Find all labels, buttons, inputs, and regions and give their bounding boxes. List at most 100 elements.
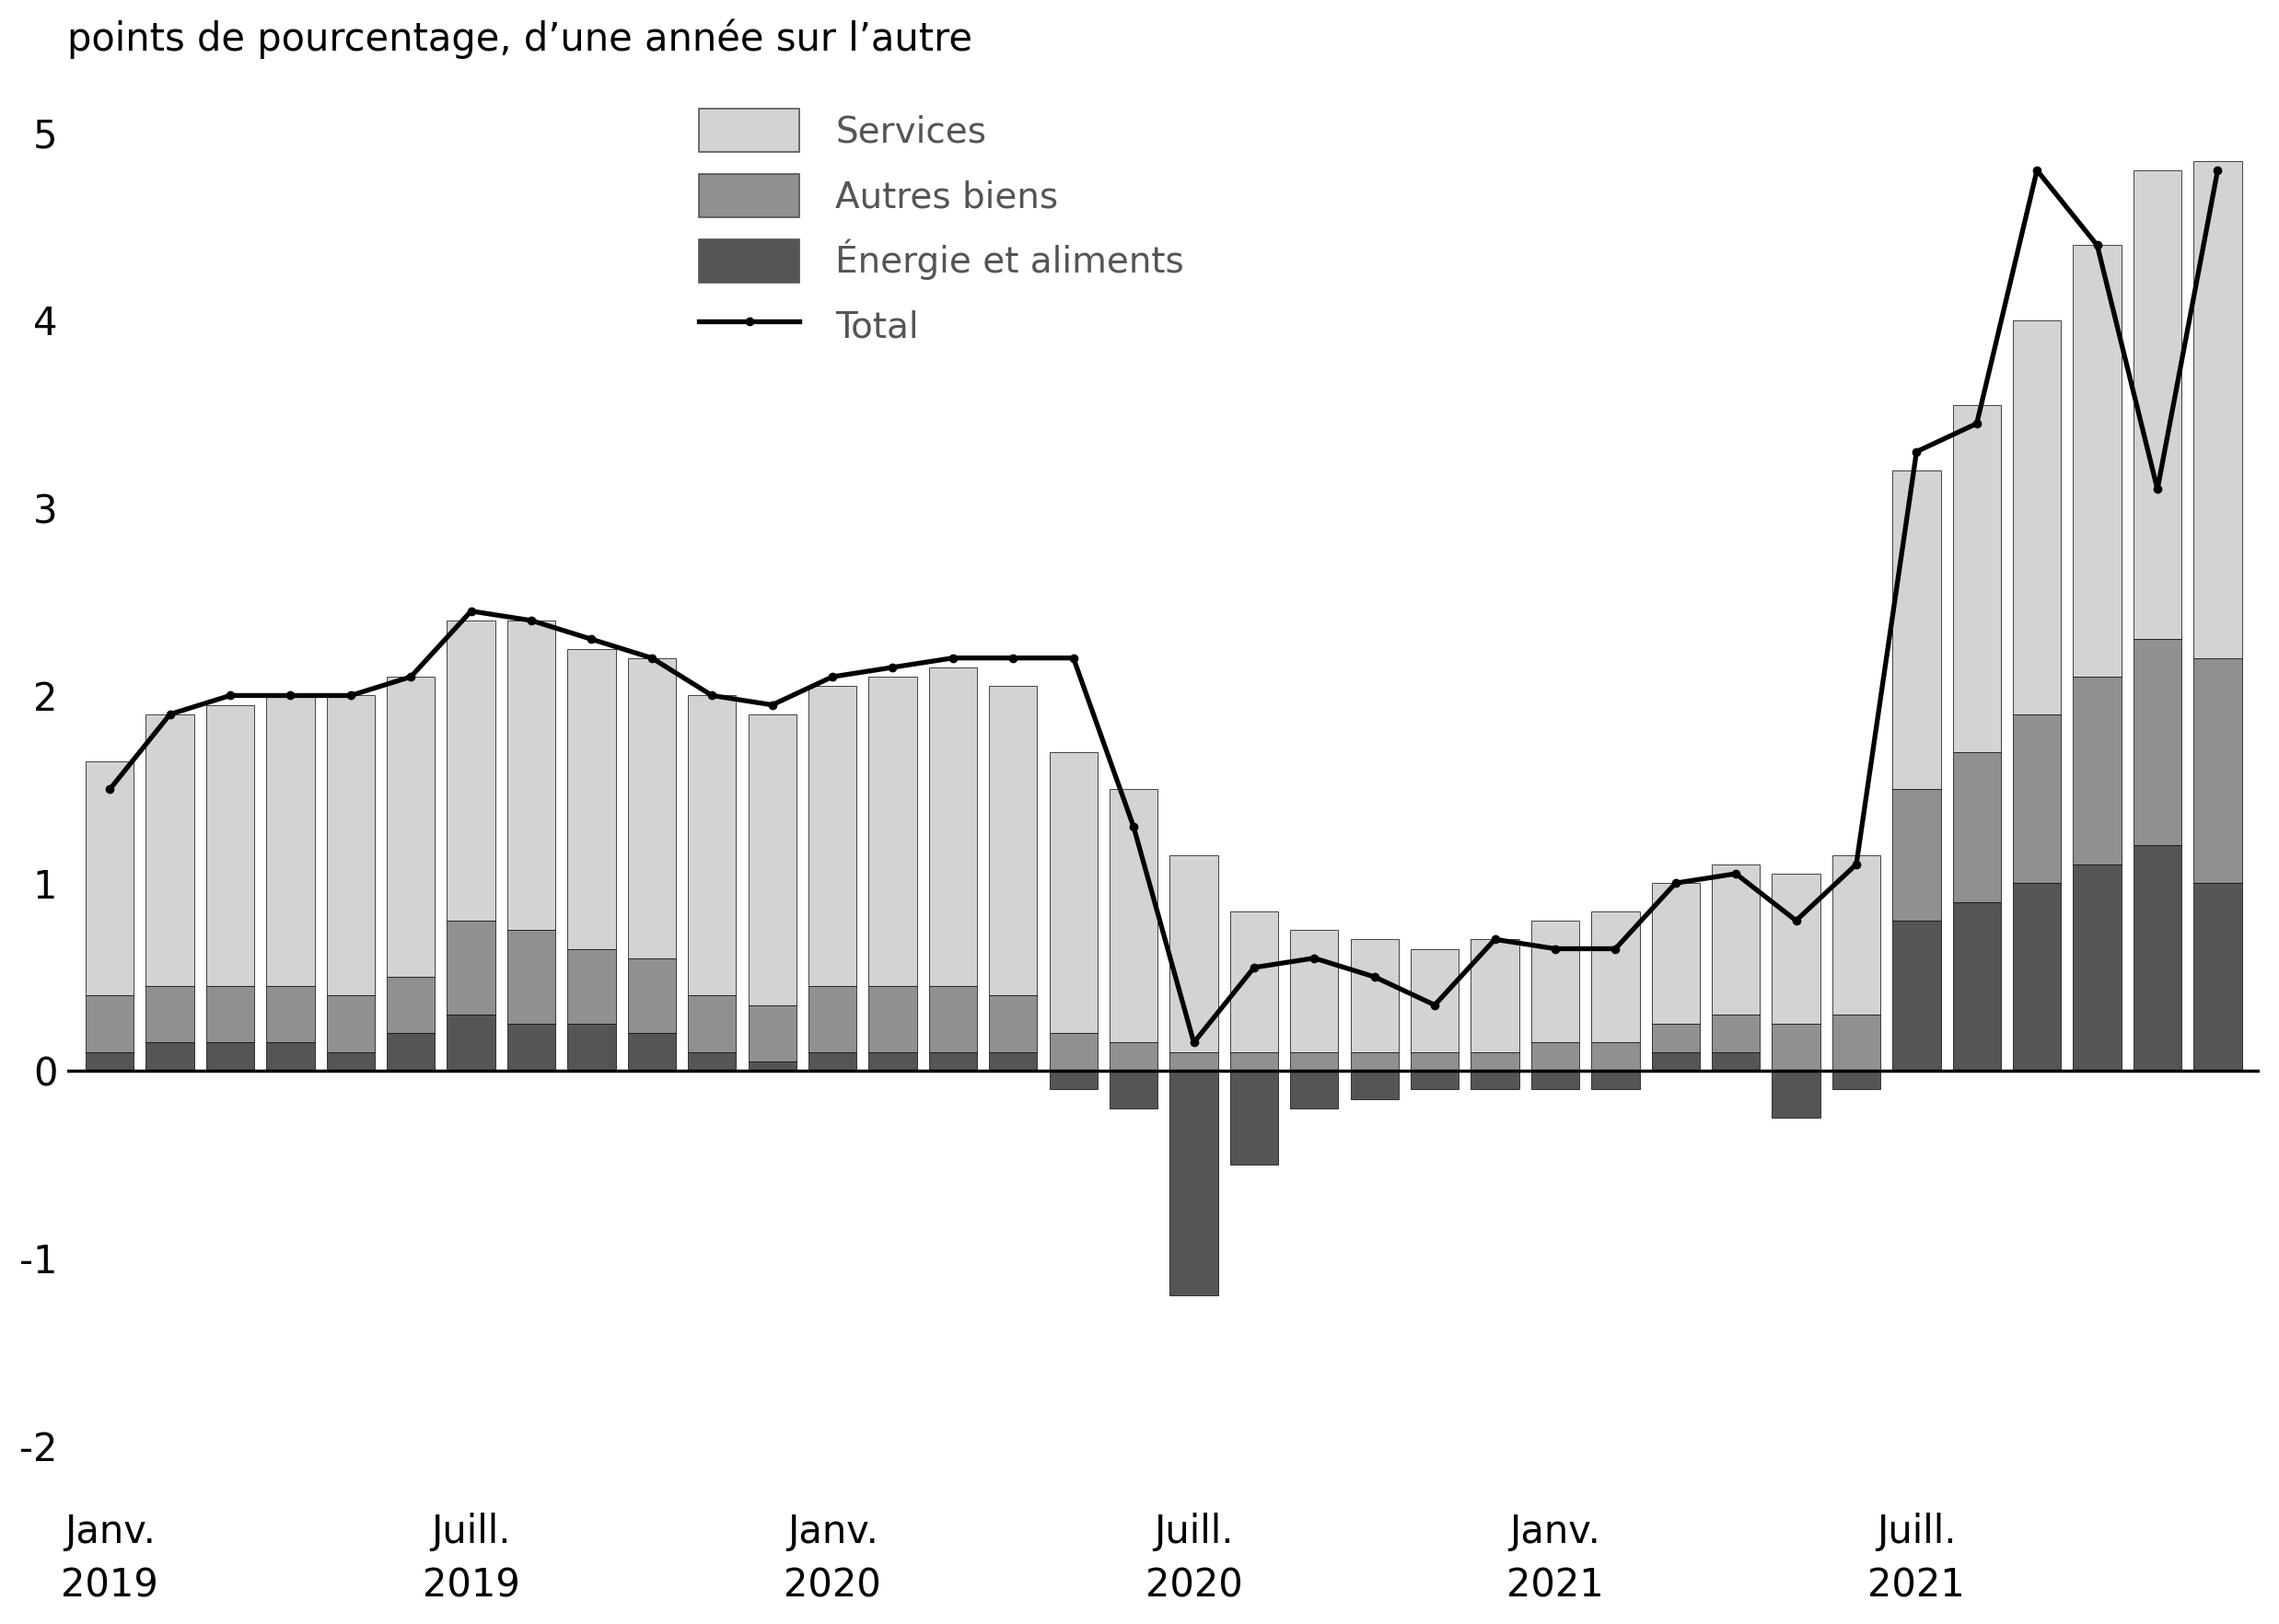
Bar (267, 695, 315, 986)
Bar (1110, 1070, 1158, 1108)
Bar (1110, 789, 1158, 1043)
Bar (2074, 677, 2122, 864)
Bar (1470, 1052, 1520, 1070)
Bar (387, 677, 435, 978)
Bar (627, 658, 677, 958)
Bar (1351, 939, 1399, 1052)
Bar (1470, 1070, 1520, 1090)
Bar (1169, 854, 1217, 1052)
Bar (2012, 320, 2060, 715)
Bar (1110, 1043, 1158, 1070)
Bar (688, 1052, 736, 1070)
Bar (2012, 883, 2060, 1070)
Bar (1832, 1015, 1880, 1070)
Bar (87, 996, 134, 1052)
Bar (2133, 846, 2181, 1070)
Bar (267, 986, 315, 1043)
Bar (748, 1060, 795, 1070)
Bar (205, 1043, 255, 1070)
Bar (1351, 1070, 1399, 1099)
Bar (567, 648, 615, 948)
Bar (87, 762, 134, 996)
Bar (1048, 1070, 1098, 1090)
Bar (2074, 245, 2122, 677)
Bar (508, 931, 556, 1023)
Bar (748, 1005, 795, 1060)
Bar (567, 1023, 615, 1070)
Bar (688, 695, 736, 996)
Bar (1892, 921, 1942, 1070)
Bar (748, 715, 795, 1005)
Bar (146, 715, 194, 986)
Bar (326, 695, 374, 996)
Bar (1953, 404, 2001, 752)
Bar (2195, 161, 2243, 658)
Bar (930, 1052, 978, 1070)
Bar (447, 620, 495, 921)
Bar (930, 667, 978, 986)
Text: points de pourcentage, d’une année sur l’autre: points de pourcentage, d’une année sur l… (68, 19, 973, 58)
Bar (1712, 1015, 1759, 1052)
Bar (1773, 1070, 1821, 1117)
Bar (1953, 901, 2001, 1070)
Bar (1652, 883, 1700, 1023)
Bar (87, 1052, 134, 1070)
Bar (930, 986, 978, 1052)
Bar (627, 958, 677, 1033)
Bar (989, 1052, 1037, 1070)
Bar (447, 1015, 495, 1070)
Bar (1531, 921, 1579, 1043)
Bar (2012, 715, 2060, 883)
Bar (1531, 1043, 1579, 1070)
Bar (1231, 911, 1279, 1052)
Bar (868, 677, 916, 986)
Bar (688, 996, 736, 1052)
Bar (2133, 640, 2181, 846)
Bar (1892, 789, 1942, 921)
Bar (809, 685, 857, 986)
Bar (989, 996, 1037, 1052)
Bar (1351, 1052, 1399, 1070)
Bar (1290, 931, 1338, 1052)
Bar (326, 996, 374, 1052)
Bar (1953, 752, 2001, 901)
Bar (567, 948, 615, 1023)
Bar (205, 986, 255, 1043)
Bar (989, 685, 1037, 996)
Bar (1290, 1070, 1338, 1108)
Bar (1652, 1023, 1700, 1052)
Bar (1048, 1033, 1098, 1070)
Bar (267, 1043, 315, 1070)
Bar (1231, 1070, 1279, 1164)
Bar (146, 986, 194, 1043)
Bar (1231, 1052, 1279, 1070)
Bar (2074, 864, 2122, 1070)
Bar (508, 1023, 556, 1070)
Bar (627, 1033, 677, 1070)
Bar (1411, 1052, 1459, 1070)
Bar (1773, 874, 1821, 1023)
Bar (508, 620, 556, 931)
Legend: Services, Autres biens, Énergie et aliments, Total: Services, Autres biens, Énergie et alime… (700, 109, 1185, 348)
Bar (1832, 1070, 1880, 1090)
Bar (1169, 1070, 1217, 1296)
Bar (387, 1033, 435, 1070)
Bar (809, 1052, 857, 1070)
Bar (387, 978, 435, 1033)
Bar (1892, 471, 1942, 789)
Bar (1411, 948, 1459, 1052)
Bar (1531, 1070, 1579, 1090)
Bar (1591, 1043, 1639, 1070)
Bar (809, 986, 857, 1052)
Bar (1832, 854, 1880, 1015)
Bar (868, 1052, 916, 1070)
Bar (1712, 1052, 1759, 1070)
Bar (1290, 1052, 1338, 1070)
Bar (1169, 1052, 1217, 1070)
Bar (1411, 1070, 1459, 1090)
Bar (1712, 864, 1759, 1015)
Bar (2133, 171, 2181, 640)
Bar (326, 1052, 374, 1070)
Bar (2195, 883, 2243, 1070)
Bar (1048, 752, 1098, 1033)
